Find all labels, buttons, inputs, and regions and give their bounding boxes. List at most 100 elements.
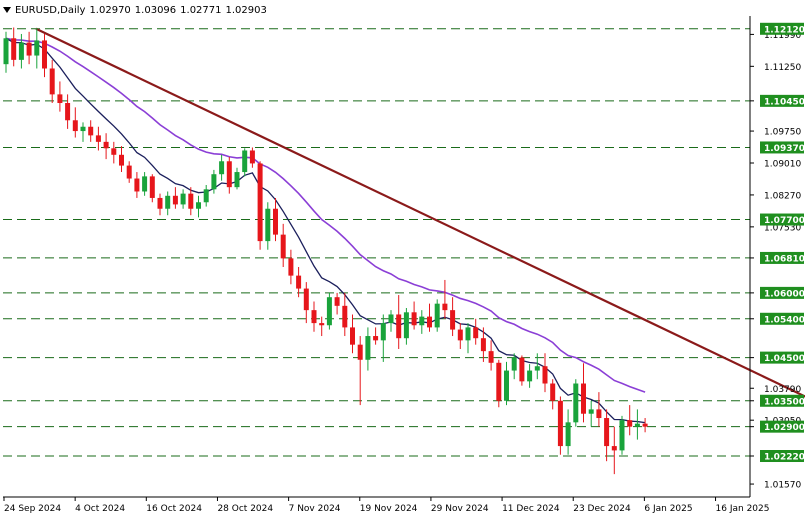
candle xyxy=(412,302,417,330)
candle-body xyxy=(250,150,255,163)
candle xyxy=(643,418,648,432)
candle-body xyxy=(481,338,486,351)
x-tick-label: 19 Nov 2024 xyxy=(360,504,418,514)
candle xyxy=(581,363,586,422)
horizontal-levels xyxy=(3,29,750,456)
candle xyxy=(158,194,163,216)
candle-body xyxy=(396,314,401,338)
candle xyxy=(165,191,170,215)
candle-body xyxy=(573,384,578,423)
candle-body xyxy=(458,330,463,341)
candle-body xyxy=(127,166,132,179)
candle-body xyxy=(111,148,116,154)
candle xyxy=(527,364,532,388)
collapse-triangle-icon[interactable] xyxy=(3,7,11,13)
candle-body xyxy=(50,68,55,94)
candle xyxy=(450,297,455,336)
candle-body xyxy=(373,336,378,340)
candle xyxy=(134,172,139,198)
open-value: 1.02970 xyxy=(89,5,130,16)
candle xyxy=(466,323,471,353)
candle-body xyxy=(34,40,39,55)
candle xyxy=(573,379,578,426)
candle xyxy=(442,280,447,319)
candle-body xyxy=(81,127,86,131)
candle-body xyxy=(504,371,509,401)
candles xyxy=(4,27,648,474)
x-tick-label: 29 Nov 2024 xyxy=(431,504,489,514)
candle-body xyxy=(265,209,270,241)
candle-body xyxy=(281,235,286,259)
moving-averages xyxy=(6,38,645,422)
candle xyxy=(81,122,86,141)
candle-body xyxy=(604,418,609,446)
candle-body xyxy=(450,310,455,329)
level-label-text: 1.04500 xyxy=(764,354,805,364)
candle-body xyxy=(435,304,440,328)
candle-body xyxy=(527,371,532,382)
candle-body xyxy=(173,196,178,205)
candle-body xyxy=(404,312,409,338)
candle-body xyxy=(643,424,648,427)
y-tick-label: 1.08270 xyxy=(764,191,801,201)
candle-body xyxy=(566,422,571,446)
candle xyxy=(435,299,440,331)
candle-body xyxy=(589,409,594,413)
candle-body xyxy=(381,323,386,340)
candle xyxy=(404,308,409,345)
candle xyxy=(589,401,594,427)
candle xyxy=(335,293,340,315)
candle xyxy=(373,327,378,344)
candle xyxy=(42,34,47,77)
level-label-text: 1.10450 xyxy=(764,97,805,107)
candle-body xyxy=(211,174,216,189)
candle xyxy=(235,168,240,190)
candle-body xyxy=(489,351,494,363)
candle xyxy=(350,314,355,353)
candle-body xyxy=(342,306,347,328)
candle xyxy=(119,146,124,172)
candle-body xyxy=(473,327,478,338)
candle-body xyxy=(558,401,563,446)
candle xyxy=(327,293,332,330)
level-label-text: 1.05400 xyxy=(764,315,805,325)
candle xyxy=(19,34,24,69)
candle xyxy=(519,355,524,385)
candle xyxy=(173,187,178,209)
candle xyxy=(620,416,625,455)
candle xyxy=(612,427,617,474)
candle xyxy=(635,409,640,439)
level-label-text: 1.07700 xyxy=(764,216,805,226)
candle xyxy=(111,142,116,164)
level-label-text: 1.09370 xyxy=(764,144,805,154)
y-tick-label: 1.09750 xyxy=(764,128,801,138)
candle xyxy=(473,319,478,345)
candle-body xyxy=(204,189,209,202)
candle-body xyxy=(620,420,625,450)
x-tick-label: 23 Dec 2024 xyxy=(573,504,631,514)
candle-body xyxy=(196,202,201,208)
candle xyxy=(204,185,209,207)
candle xyxy=(96,127,101,151)
candle xyxy=(358,336,363,405)
x-tick-label: 11 Dec 2024 xyxy=(502,504,560,514)
candle-body xyxy=(296,276,301,289)
ma-slow-line xyxy=(6,38,645,392)
x-tick-label: 28 Oct 2024 xyxy=(217,504,273,514)
candle xyxy=(57,81,62,111)
trendline-group xyxy=(36,29,805,415)
y-tick-label: 1.01570 xyxy=(764,481,801,491)
candle-body xyxy=(4,38,9,64)
candle-body xyxy=(73,120,78,131)
x-tick-label: 7 Nov 2024 xyxy=(289,504,341,514)
candle xyxy=(496,360,501,407)
candle xyxy=(273,198,278,241)
candle xyxy=(242,148,247,176)
candle xyxy=(427,304,432,332)
candle-body xyxy=(27,43,32,56)
level-label-text: 1.02900 xyxy=(764,423,805,433)
candle xyxy=(88,120,93,142)
candle-body xyxy=(188,194,193,209)
candle xyxy=(127,161,132,183)
candle xyxy=(419,310,424,334)
